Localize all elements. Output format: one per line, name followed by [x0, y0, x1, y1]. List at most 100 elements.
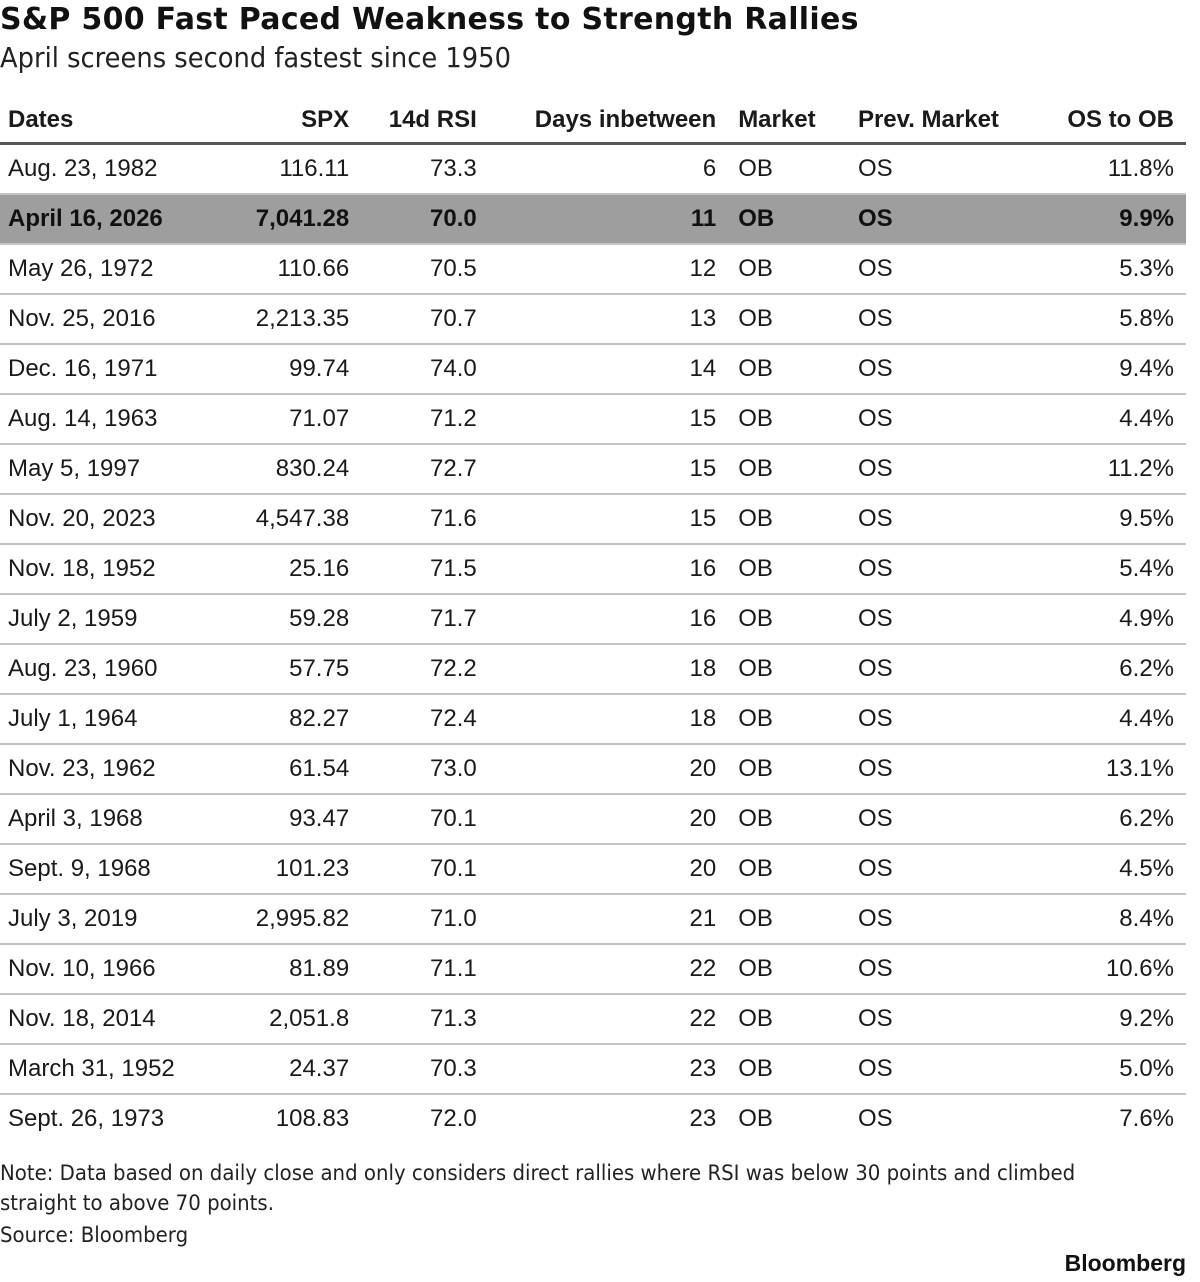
cell-date: July 2, 1959: [0, 594, 218, 645]
cell-days: 15: [476, 394, 717, 445]
cell-days: 20: [476, 844, 717, 895]
column-header-days: Days inbetween: [476, 98, 717, 145]
cell-spx: 82.27: [217, 694, 350, 745]
cell-market: OB: [716, 794, 838, 845]
cell-rsi: 70.3: [349, 1044, 477, 1095]
cell-date: Nov. 20, 2023: [0, 494, 218, 545]
cell-spx: 2,213.35: [217, 294, 350, 345]
cell-days: 15: [476, 444, 717, 495]
cell-date: Nov. 25, 2016: [0, 294, 218, 345]
cell-rsi: 71.3: [349, 994, 477, 1045]
column-header-prev-market: Prev. Market: [837, 98, 1068, 145]
cell-market: OB: [738, 1105, 773, 1132]
cell-prev-market: OS: [837, 444, 1068, 495]
cell-days: 23: [476, 1044, 717, 1095]
table-row: Aug. 14, 1963 71.07 71.2 15 OB OS 4.4%: [0, 394, 1186, 445]
column-header-rsi: 14d RSI: [349, 98, 477, 145]
cell-market: OB: [716, 644, 838, 695]
cell-rsi: 70.7: [349, 294, 477, 345]
cell-prev-market: OS: [837, 194, 1068, 245]
cell-spx: 101.23: [217, 844, 350, 895]
column-header-market: Market: [716, 98, 838, 145]
cell-rsi: 72.2: [349, 644, 477, 695]
cell-rsi: 73.3: [349, 143, 477, 195]
table-row: Sept. 9, 1968 101.23 70.1 20 OB OS 4.5%: [0, 844, 1186, 895]
cell-days: 11: [476, 194, 717, 245]
cell-days: 22: [476, 944, 717, 995]
cell-date: May 26, 1972: [0, 244, 218, 295]
cell-prev-market: OS: [837, 944, 1068, 995]
cell-rsi: 74.0: [349, 344, 477, 395]
cell-rsi: 70.5: [349, 244, 477, 295]
cell-os-to-ob: 9.2%: [1067, 994, 1186, 1045]
cell-days: 22: [476, 994, 717, 1045]
cell-market: OB: [716, 894, 838, 945]
cell-rsi: 72.7: [349, 444, 477, 495]
cell-rsi: 71.5: [349, 544, 477, 595]
cell-date: April 16, 2026: [0, 194, 218, 245]
cell-days: 23: [689, 1105, 717, 1132]
cell-spx: 4,547.38: [217, 494, 350, 545]
table-row: May 26, 1972 110.66 70.5 12 OB OS 5.3%: [0, 244, 1186, 295]
cell-days: 15: [476, 494, 717, 545]
cell-market: OB: [716, 344, 838, 395]
cell-days: 18: [476, 644, 717, 695]
cell-prev-market: OS: [837, 644, 1068, 695]
cell-spx: 2,051.8: [217, 994, 350, 1045]
cell-os-to-ob: 4.9%: [1067, 594, 1186, 645]
cell-market: OB: [716, 294, 838, 345]
cell-rsi: 71.0: [349, 894, 477, 945]
table-row: Nov. 20, 2023 4,547.38 71.6 15 OB OS 9.5%: [0, 494, 1186, 545]
table-row: July 1, 1964 82.27 72.4 18 OB OS 4.4%: [0, 694, 1186, 745]
footnote: Note: Data based on daily close and only…: [0, 1161, 1076, 1215]
cell-spx: 7,041.28: [217, 194, 350, 245]
cell-os-to-ob: 10.6%: [1067, 944, 1186, 995]
cell-rsi: 71.1: [349, 944, 477, 995]
cell-rsi: 71.6: [349, 494, 477, 545]
cell-rsi: 71.7: [349, 594, 477, 645]
cell-spx: 93.47: [217, 794, 350, 845]
cell-spx: 99.74: [217, 344, 350, 395]
cell-date: Nov. 18, 1952: [0, 544, 218, 595]
cell-os-to-ob: 4.4%: [1067, 394, 1186, 445]
cell-rsi: 73.0: [349, 744, 477, 795]
cell-market: OB: [716, 744, 838, 795]
cell-days: 18: [476, 694, 717, 745]
cell-date: Nov. 23, 1962: [0, 744, 218, 795]
cell-prev-market: OS: [837, 594, 1068, 645]
cell-market: OB: [716, 944, 838, 995]
cell-prev-market: OS: [837, 544, 1068, 595]
table-row-highlighted: April 16, 2026 7,041.28 70.0 11 OB OS 9.9%: [0, 194, 1186, 245]
cell-date: Dec. 16, 1971: [0, 344, 218, 395]
table-row: Dec. 16, 1971 99.74 74.0 14 OB OS 9.4%: [0, 344, 1186, 395]
cell-market: OB: [716, 994, 838, 1045]
cell-os-to-ob: 11.2%: [1067, 444, 1186, 495]
cell-market: OB: [716, 1044, 838, 1095]
source-line: Source: Bloomberg: [0, 1223, 189, 1247]
cell-date: July 3, 2019: [0, 894, 218, 945]
cell-prev-market: OS: [837, 394, 1068, 445]
cell-prev-market: OS: [837, 844, 1068, 895]
cell-date: March 31, 1952: [0, 1044, 218, 1095]
cell-prev-market: OS: [837, 1044, 1068, 1095]
table-row: March 31, 1952 24.37 70.3 23 OB OS 5.0%: [0, 1044, 1186, 1095]
cell-os-to-ob: 9.5%: [1067, 494, 1186, 545]
cell-market: OB: [716, 544, 838, 595]
cell-date: May 5, 1997: [0, 444, 218, 495]
cell-rsi: 72.4: [349, 694, 477, 745]
cell-spx: 116.11: [217, 143, 350, 195]
cell-rsi: 71.2: [349, 394, 477, 445]
cell-spx: 71.07: [217, 394, 350, 445]
cell-os-to-ob: 6.2%: [1067, 644, 1186, 695]
table-row: April 3, 1968 93.47 70.1 20 OB OS 6.2%: [0, 794, 1186, 845]
table-row: Nov. 18, 1952 25.16 71.5 16 OB OS 5.4%: [0, 544, 1186, 595]
cell-rsi: 70.0: [349, 194, 477, 245]
cell-spx: 61.54: [217, 744, 350, 795]
cell-prev-market: OS: [837, 994, 1068, 1045]
cell-days: 13: [476, 294, 717, 345]
table-row: July 2, 1959 59.28 71.7 16 OB OS 4.9%: [0, 594, 1186, 645]
cell-os-to-ob: 9.4%: [1067, 344, 1186, 395]
cell-prev-market: OS: [837, 294, 1068, 345]
table-row: Aug. 23, 1960 57.75 72.2 18 OB OS 6.2%: [0, 644, 1186, 695]
cell-prev-market: OS: [837, 694, 1068, 745]
